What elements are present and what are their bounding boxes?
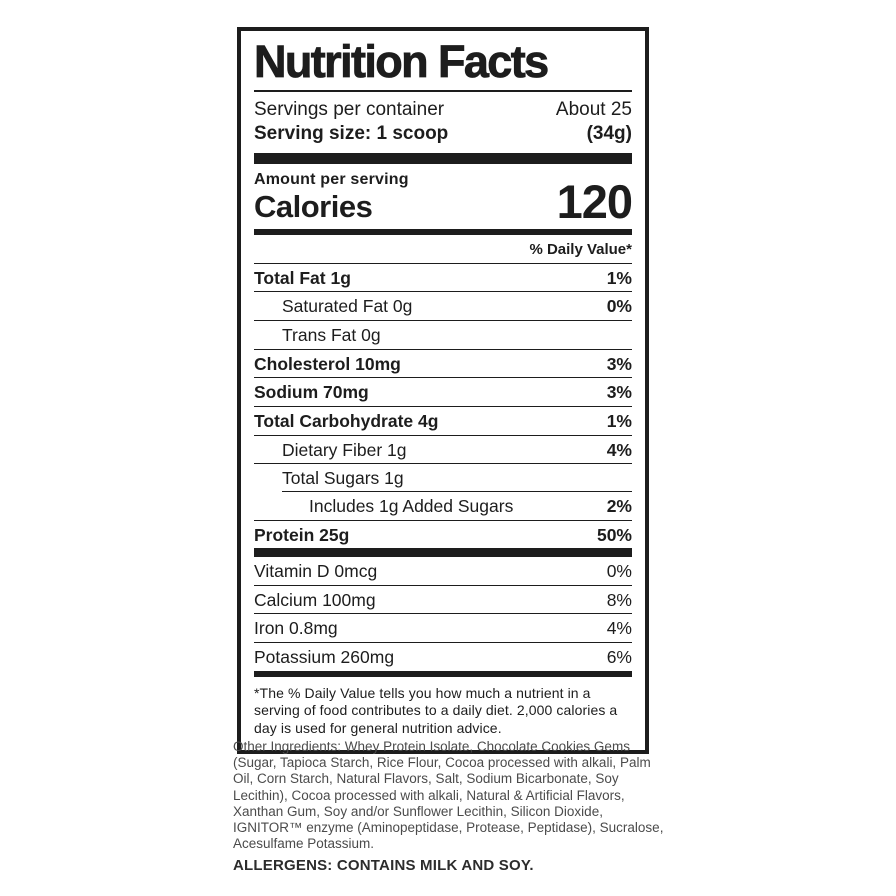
vitamin-list: Vitamin D 0mcg 0% Calcium 100mg 8% Iron …	[254, 557, 632, 671]
calories-left: Amount per serving Calories	[254, 171, 409, 222]
nutrient-name: Total Carbohydrate 4g	[254, 410, 439, 431]
amount-per-serving-label: Amount per serving	[254, 170, 409, 188]
daily-value-footnote: *The % Daily Value tells you how much a …	[254, 684, 618, 736]
nutrient-row: Includes 1g Added Sugars 2%	[254, 492, 632, 521]
nutrient-name: Saturated Fat 0g	[282, 296, 413, 317]
daily-value-header: % Daily Value*	[254, 235, 632, 264]
servings-per-container-value: About 25	[555, 99, 632, 121]
thick-divider-bar	[254, 152, 632, 164]
nutrient-daily-value: 2%	[606, 495, 632, 516]
nutrition-facts-label: Nutrition Facts Servings per container A…	[237, 27, 649, 754]
servings-per-container-row: Servings per container About 25	[254, 98, 632, 121]
medium-divider-bar	[254, 670, 632, 677]
nutrient-row: Total Fat 1g 1%	[254, 264, 632, 293]
nutrient-name: Includes 1g Added Sugars	[309, 495, 514, 516]
vitamin-name: Potassium 260mg	[254, 647, 395, 668]
nutrient-daily-value: 1%	[606, 410, 632, 431]
title-divider	[254, 90, 632, 93]
thick-divider-bar	[254, 548, 632, 558]
nutrient-daily-value: 3%	[606, 353, 632, 374]
servings-per-container-label: Servings per container	[254, 99, 445, 121]
nutrient-daily-value: 0%	[606, 296, 632, 317]
vitamin-daily-value: 4%	[606, 618, 632, 639]
nutrient-daily-value: 1%	[606, 267, 632, 288]
nutrient-list: Total Fat 1g 1% Saturated Fat 0g 0% Tran…	[254, 264, 632, 548]
vitamin-daily-value: 0%	[606, 561, 632, 582]
nutrient-row: Cholesterol 10mg 3%	[254, 350, 632, 379]
nutrient-row: Sodium 70mg 3%	[254, 378, 632, 407]
calories-value: 120	[556, 175, 633, 229]
serving-size-value: (34g)	[586, 122, 632, 144]
nutrient-row: Protein 25g 50%	[254, 521, 632, 549]
nutrient-row: Total Carbohydrate 4g 1%	[254, 407, 632, 436]
nutrient-row: Saturated Fat 0g 0%	[254, 292, 632, 322]
vitamin-name: Vitamin D 0mcg	[254, 561, 378, 582]
nutrient-row: Trans Fat 0g	[254, 321, 632, 350]
nutrient-name: Cholesterol 10mg	[254, 353, 401, 374]
nutrient-daily-value: 4%	[606, 439, 632, 460]
nutrient-row: Dietary Fiber 1g 4%	[254, 436, 632, 465]
nutrient-daily-value: 3%	[606, 382, 632, 403]
nutrient-name: Total Fat 1g	[254, 267, 351, 288]
nutrient-name: Protein 25g	[254, 524, 350, 545]
serving-size-label: Serving size: 1 scoop	[254, 122, 449, 144]
nutrient-row: Total Sugars 1g	[254, 464, 632, 492]
serving-size-row: Serving size: 1 scoop (34g)	[254, 122, 632, 145]
nutrient-name: Total Sugars 1g	[282, 468, 404, 489]
vitamin-row: Vitamin D 0mcg 0%	[254, 557, 632, 586]
vitamin-name: Iron 0.8mg	[254, 618, 338, 639]
nutrient-name: Sodium 70mg	[254, 382, 369, 403]
allergens-statement: ALLERGENS: CONTAINS MILK AND SOY.	[233, 857, 534, 874]
nutrient-name: Trans Fat 0g	[282, 325, 381, 346]
vitamin-daily-value: 8%	[606, 589, 632, 610]
vitamin-row: Calcium 100mg 8%	[254, 586, 632, 615]
medium-divider-bar	[254, 228, 632, 235]
calories-row: Amount per serving Calories 120	[254, 171, 633, 229]
label-title: Nutrition Facts	[254, 36, 550, 88]
nutrient-daily-value: 50%	[596, 524, 632, 545]
vitamin-daily-value: 6%	[606, 647, 632, 668]
vitamin-row: Iron 0.8mg 4%	[254, 614, 632, 644]
vitamin-name: Calcium 100mg	[254, 589, 376, 610]
nutrient-name: Dietary Fiber 1g	[282, 439, 407, 460]
calories-label: Calories	[254, 188, 373, 224]
other-ingredients-text: Other Ingredients: Whey Protein Isolate,…	[233, 739, 664, 852]
vitamin-row: Potassium 260mg 6%	[254, 643, 632, 671]
